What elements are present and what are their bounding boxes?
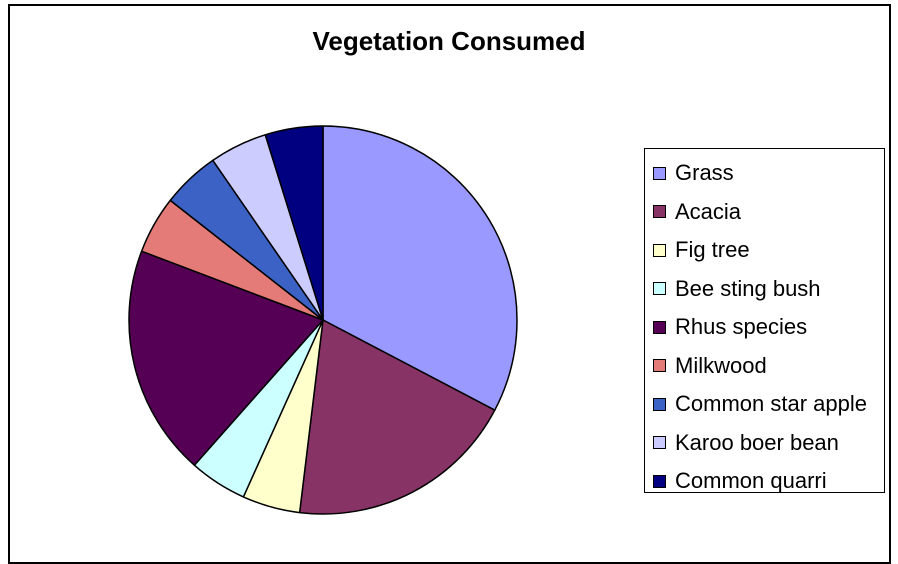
legend-item-fig-tree: Fig tree: [645, 231, 884, 270]
legend-label: Common star apple: [675, 391, 867, 417]
legend-item-bee-sting-bush: Bee sting bush: [645, 270, 884, 309]
pie-slice-grass: [322, 125, 518, 411]
legend-item-milkwood: Milkwood: [645, 347, 884, 386]
legend-label: Rhus species: [675, 314, 808, 340]
legend-label: Karoo boer bean: [675, 429, 839, 455]
legend-label: Acacia: [675, 198, 742, 224]
legend-swatch: [653, 474, 666, 488]
legend-item-karoo-boer-bean: Karoo boer bean: [645, 424, 884, 463]
legend-swatch: [653, 205, 666, 219]
legend-item-rhus-species: Rhus species: [645, 308, 884, 347]
legend-swatch: [653, 397, 666, 411]
chart-title: Vegetation Consumed: [312, 26, 586, 56]
legend-swatch: [653, 436, 666, 450]
legend-item-acacia: Acacia: [645, 193, 884, 232]
legend-swatch: [653, 243, 666, 257]
chart-legend: Grass Acacia Fig tree Bee sting bush Rhus sp…: [644, 148, 885, 493]
pie-slice-acacia: [298, 319, 496, 515]
legend-swatch: [653, 359, 666, 373]
legend-swatch: [653, 320, 666, 334]
pie-chart: [128, 125, 518, 515]
legend-label: Common quarri: [675, 468, 827, 494]
legend-label: Fig tree: [675, 237, 750, 263]
legend-label: Grass: [675, 160, 734, 186]
legend-label: Bee sting bush: [675, 275, 821, 301]
legend-label: Milkwood: [675, 352, 767, 378]
legend-swatch: [653, 166, 666, 180]
legend-swatch: [653, 282, 666, 296]
legend-item-common-quarri: Common quarri: [645, 462, 884, 501]
pie-slice-rhus-species: [128, 250, 324, 466]
pie-slice-common-quarri: [264, 125, 324, 321]
legend-item-grass: Grass: [645, 154, 884, 193]
legend-item-common-star-apple: Common star apple: [645, 385, 884, 424]
